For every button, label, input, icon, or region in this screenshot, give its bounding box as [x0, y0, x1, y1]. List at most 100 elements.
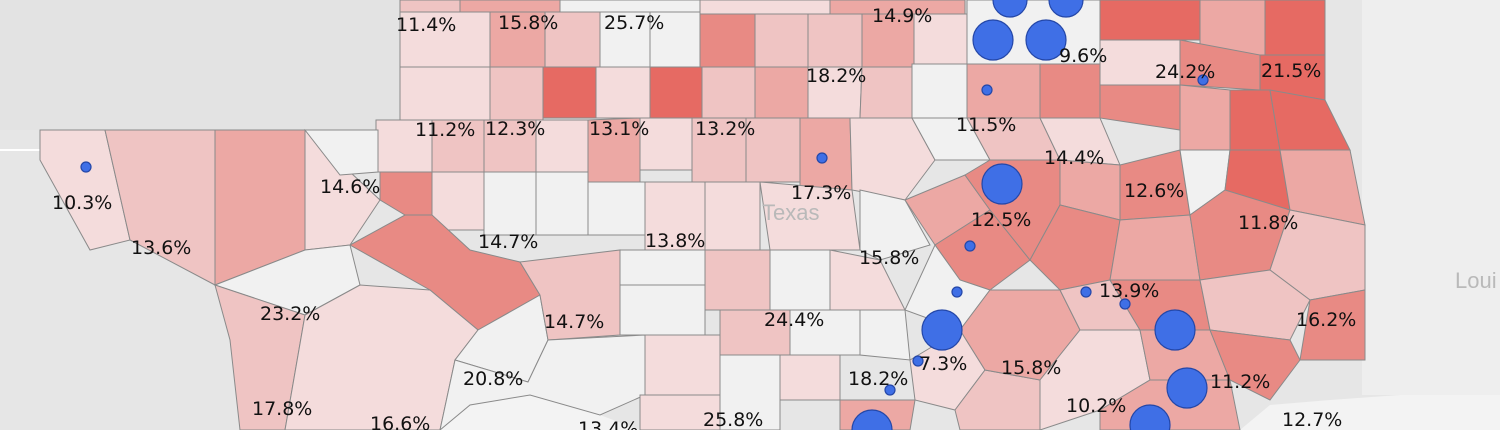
county-pct-label: 14.9% — [872, 5, 932, 27]
population-bubble — [80, 161, 92, 173]
county-shape — [439, 334, 646, 430]
county-pct-label: 13.6% — [131, 237, 191, 259]
population-bubble — [1129, 404, 1171, 430]
county-pct-label: 16.2% — [1296, 309, 1356, 331]
population-bubble — [964, 240, 976, 252]
county-pct-label: 14.7% — [544, 311, 604, 333]
population-bubble — [1166, 367, 1208, 409]
county-shape — [859, 66, 915, 119]
county-pct-label: 11.4% — [396, 14, 456, 36]
county-shape — [535, 171, 589, 236]
county-shape — [619, 249, 706, 286]
county-pct-label: 13.9% — [1099, 280, 1159, 302]
bubble-layer — [80, 0, 1209, 430]
new-mexico-region — [0, 0, 400, 130]
county-pct-label: 14.6% — [320, 176, 380, 198]
population-bubble — [1154, 309, 1196, 351]
county-pct-label: 13.4% — [578, 418, 638, 430]
county-shape — [644, 334, 721, 396]
county-pct-label: 13.1% — [589, 118, 649, 140]
county-layer — [39, 0, 1366, 430]
county-pct-label: 20.8% — [463, 368, 523, 390]
population-bubble — [951, 286, 963, 298]
county-pct-label: 10.2% — [1066, 395, 1126, 417]
population-bubble — [1119, 298, 1131, 310]
county-shape — [1179, 84, 1231, 151]
population-bubble — [1025, 19, 1067, 61]
county-shape — [704, 249, 771, 311]
county-shape — [1199, 269, 1311, 341]
county-pct-label: 12.6% — [1124, 180, 1184, 202]
county-pct-label: 14.7% — [478, 231, 538, 253]
county-shape — [701, 66, 756, 119]
county-shape — [779, 354, 841, 401]
population-bubble — [884, 384, 896, 396]
county-pct-label: 15.8% — [498, 12, 558, 34]
county-shape — [911, 63, 968, 119]
county-shape — [587, 181, 646, 236]
county-shape — [399, 0, 461, 13]
county-shape — [754, 13, 809, 68]
population-bubble — [981, 84, 993, 96]
population-bubble — [816, 152, 828, 164]
county-pct-label: 14.4% — [1044, 147, 1104, 169]
population-bubble — [851, 409, 893, 430]
population-bubble — [972, 19, 1014, 61]
county-pct-label: 11.2% — [415, 119, 475, 141]
county-shape — [859, 189, 931, 261]
county-pct-label: 11.5% — [956, 114, 1016, 136]
county-pct-label: 12.3% — [485, 118, 545, 140]
county-shape — [399, 66, 491, 121]
county-pct-label: 24.4% — [764, 309, 824, 331]
county-shape — [859, 309, 911, 361]
county-shape — [483, 171, 537, 236]
county-shape — [489, 66, 544, 121]
county-shape — [1099, 0, 1201, 41]
county-shape — [1264, 0, 1326, 56]
population-bubble — [992, 0, 1028, 18]
county-pct-label: 12.7% — [1282, 409, 1342, 430]
state-label-texas: Texas — [762, 200, 819, 225]
county-shape — [807, 13, 863, 68]
county-pct-label: 12.5% — [971, 209, 1031, 231]
county-pct-label: 13.2% — [695, 118, 755, 140]
state-label-louisiana: Loui — [1455, 268, 1497, 293]
county-shape — [799, 117, 853, 191]
gulf-water-shape — [440, 395, 640, 430]
louisiana-region — [1362, 0, 1500, 395]
population-bubble — [1080, 286, 1092, 298]
population-bubble — [921, 309, 963, 351]
county-shape — [1299, 289, 1366, 361]
county-shape — [699, 13, 756, 68]
county-shape — [849, 117, 936, 201]
county-pct-label: 9.6% — [1059, 45, 1107, 67]
county-pct-label: 17.3% — [791, 182, 851, 204]
gulf-water-shape — [1240, 390, 1500, 430]
county-pct-label: 18.2% — [848, 368, 908, 390]
county-pct-label: 11.8% — [1238, 212, 1298, 234]
county-pct-label: 24.2% — [1155, 61, 1215, 83]
county-pct-label: 16.6% — [370, 413, 430, 430]
population-bubble — [1197, 74, 1209, 86]
county-pct-label: 13.8% — [645, 230, 705, 252]
county-shape — [519, 249, 621, 341]
county-shape — [754, 66, 809, 119]
population-bubble — [1048, 0, 1084, 18]
county-shape — [1209, 329, 1301, 401]
county-pct-label: 15.8% — [1001, 357, 1061, 379]
county-shape — [542, 66, 597, 119]
population-bubble — [981, 163, 1023, 205]
county-shape — [966, 63, 1041, 119]
county-pct-label: 25.8% — [703, 409, 763, 430]
county-shape — [699, 0, 831, 15]
county-pct-label: 18.2% — [806, 65, 866, 87]
county-shape — [704, 181, 761, 251]
county-shape — [769, 249, 831, 311]
county-pct-label: 25.7% — [604, 12, 664, 34]
county-pct-label: 23.2% — [260, 303, 320, 325]
county-shape — [649, 66, 703, 119]
county-pct-label: 7.3% — [919, 353, 967, 375]
county-shape — [39, 129, 131, 251]
county-pct-label: 10.3% — [52, 192, 112, 214]
